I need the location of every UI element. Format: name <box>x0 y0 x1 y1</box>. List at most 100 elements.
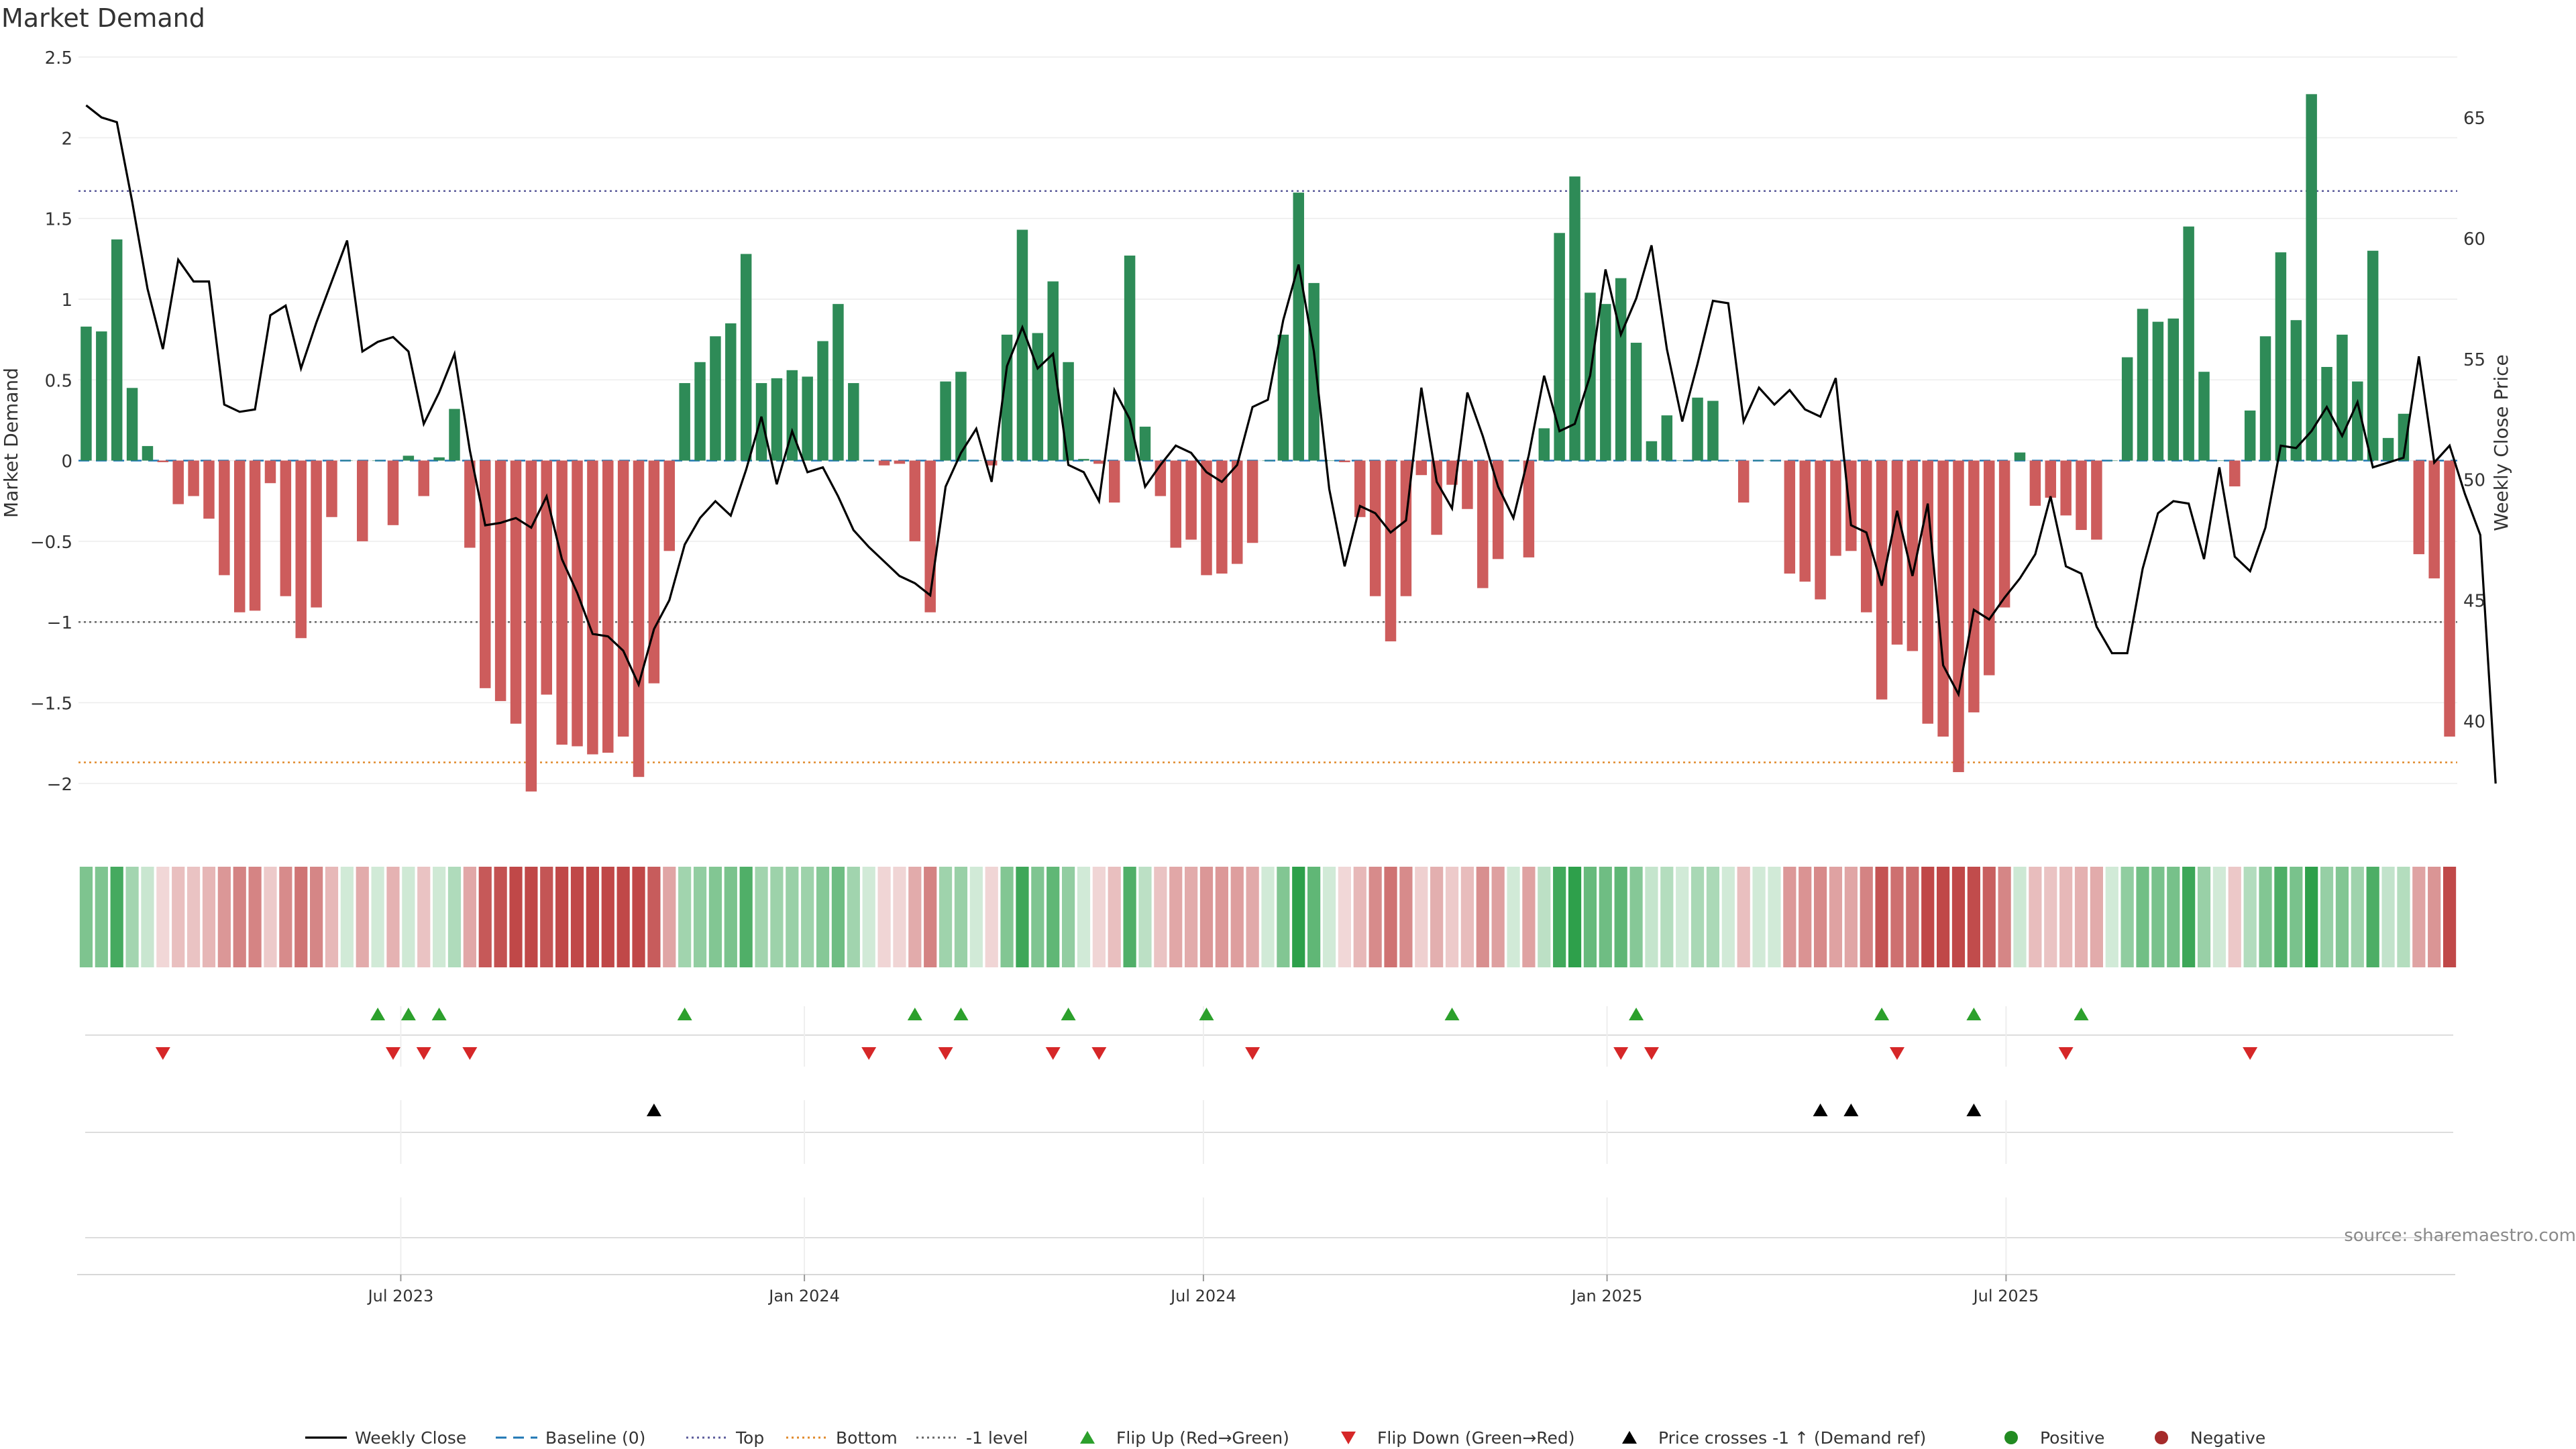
legend-item: -1 level <box>916 1428 1028 1448</box>
heat-cell <box>1061 867 1075 967</box>
flip-down-marker <box>1644 1047 1659 1060</box>
heat-cell <box>1046 867 1060 967</box>
demand-bar <box>648 460 660 684</box>
legend-swatch <box>2155 1431 2168 1444</box>
demand-bar <box>740 254 752 461</box>
y-tick-label: 2 <box>61 129 72 149</box>
heat-cell <box>79 867 93 967</box>
demand-bar <box>1630 342 1642 461</box>
demand-bar <box>1661 415 1673 461</box>
demand-bar <box>771 378 783 461</box>
demand-bar <box>1477 460 1489 588</box>
demand-bar <box>2091 460 2102 540</box>
heat-cell <box>2351 867 2364 967</box>
heat-cell <box>1721 867 1735 967</box>
demand-bar <box>2106 460 2118 462</box>
demand-bar <box>1492 460 1504 559</box>
demand-bar <box>433 457 445 461</box>
demand-bar <box>2259 336 2271 461</box>
heat-cell <box>1460 867 1474 967</box>
heat-cell <box>1599 867 1612 967</box>
demand-bar <box>2076 460 2087 531</box>
demand-bar <box>1232 460 1243 564</box>
demand-bar <box>157 460 169 462</box>
legend-item: Baseline (0) <box>496 1428 645 1448</box>
demand-bar <box>1707 400 1719 461</box>
flip-up-marker <box>431 1008 447 1020</box>
flip-up-marker <box>1629 1008 1644 1020</box>
demand-bar <box>985 460 998 466</box>
legend-swatch <box>1622 1431 1637 1444</box>
demand-bar <box>1246 460 1258 543</box>
demand-bar <box>725 323 737 461</box>
demand-bar <box>1324 460 1335 462</box>
demand-bar <box>1032 333 1044 461</box>
heat-cell <box>447 867 462 967</box>
demand-bar <box>955 372 967 461</box>
legend-item: Weekly Close <box>305 1428 466 1448</box>
heat-cell <box>478 867 492 967</box>
heat-cell <box>340 867 354 967</box>
heat-cell <box>924 867 937 967</box>
heat-cell <box>2121 867 2134 967</box>
flip-up-marker <box>907 1008 922 1020</box>
legend-label: Positive <box>2040 1428 2104 1448</box>
demand-bar <box>2152 321 2164 461</box>
demand-bar <box>2382 437 2394 461</box>
flip-down-marker <box>416 1047 431 1060</box>
heat-cell <box>1353 867 1366 967</box>
y-tick-label: −0.5 <box>30 533 72 553</box>
heat-cell <box>2167 867 2180 967</box>
demand-bar <box>2337 334 2348 461</box>
heat-cell <box>402 867 415 967</box>
demand-bar <box>172 460 184 504</box>
heat-cell <box>186 867 201 967</box>
legend-item: Bottom <box>786 1428 898 1448</box>
heat-cell <box>1077 867 1091 967</box>
demand-bar <box>126 388 138 461</box>
heat-cell <box>616 867 630 967</box>
heat-cell <box>1875 867 1888 967</box>
demand-bar <box>1922 460 1933 724</box>
heat-cell <box>264 867 277 967</box>
heat-cell <box>1169 867 1183 967</box>
demand-bar <box>464 460 476 548</box>
heat-cell <box>1783 867 1796 967</box>
demand-bar <box>480 460 491 688</box>
heat-cell <box>1230 867 1244 967</box>
demand-bar <box>556 460 568 745</box>
heat-cell <box>847 867 860 967</box>
heat-cell <box>1629 867 1643 967</box>
demand-bar <box>1446 460 1458 485</box>
demand-bar <box>1998 460 2010 608</box>
demand-bar <box>219 460 230 576</box>
demand-bar <box>1415 460 1428 476</box>
heat-cell <box>1522 867 1536 967</box>
heat-cell <box>294 867 308 967</box>
legend-item: Top <box>686 1428 764 1448</box>
demand-bar <box>2060 460 2072 516</box>
flip-down-marker <box>1613 1047 1629 1060</box>
heat-cell <box>1936 867 1950 967</box>
heat-cell <box>356 867 369 967</box>
heat-cell <box>2228 867 2241 967</box>
heat-cell <box>494 867 507 967</box>
heat-cell <box>1998 867 2011 967</box>
price-cross-markers <box>646 1104 1982 1116</box>
flip-down-marker <box>1045 1047 1061 1060</box>
legend-swatch <box>1080 1431 1095 1444</box>
heat-cell <box>2366 867 2379 967</box>
heat-cell <box>877 867 891 967</box>
heat-cell <box>1384 867 1397 967</box>
heat-cell <box>954 867 968 967</box>
demand-bar <box>833 304 844 461</box>
demand-bar <box>233 460 246 612</box>
y2-axis-label: Weekly Close Price <box>2490 354 2512 531</box>
main-panel: 2.5 2 1.5 1 0.5 0 −0.5 −1 −1.5 −2 65 60 55 50 45 40 Ma… <box>0 48 2512 795</box>
heat-cell <box>632 867 645 967</box>
legend-label: -1 level <box>966 1428 1028 1448</box>
price-cross-marker <box>646 1104 661 1116</box>
legend-swatch <box>1341 1432 1356 1444</box>
legend-item: Flip Up (Red→Green) <box>1080 1428 1289 1448</box>
demand-bar <box>1891 460 1903 645</box>
